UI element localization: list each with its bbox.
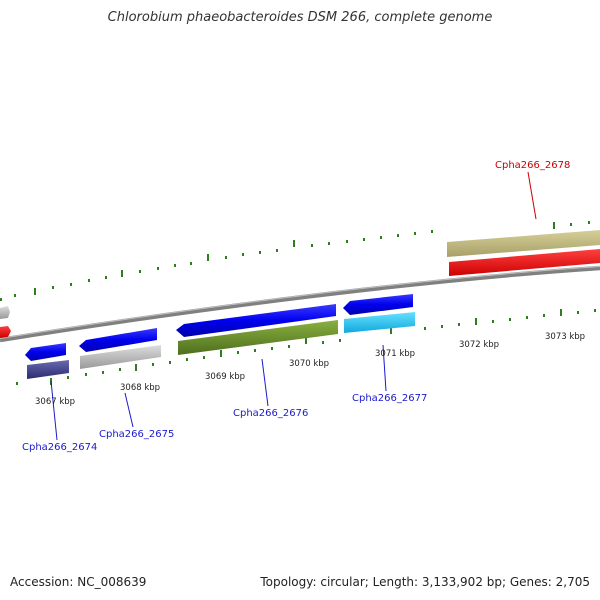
leader-cpha266-2677: [382, 344, 387, 392]
tick-label-3071: 3071 kbp: [375, 349, 415, 359]
tick-label-3067: 3067 kbp: [35, 397, 75, 407]
gene-label-cpha266-2677[interactable]: Cpha266_2677: [352, 393, 427, 404]
upper-tick-track: [0, 221, 590, 301]
genome-backbone: [0, 265, 600, 343]
gene-label-cpha266-2674[interactable]: Cpha266_2674: [22, 442, 97, 453]
leader-cpha266-2674: [50, 380, 58, 441]
gene-label-cpha266-2675[interactable]: Cpha266_2675: [99, 429, 174, 440]
gene-arrow-cpha266-2674: [25, 343, 66, 361]
tick-label-3070: 3070 kbp: [289, 359, 329, 369]
leader-cpha266-2678: [527, 171, 537, 220]
tick-label-3069: 3069 kbp: [205, 372, 245, 382]
topology-text: Topology: circular; Length: 3,133,902 bp…: [260, 575, 590, 589]
leader-cpha266-2676: [261, 358, 269, 407]
cds-bar-cpha266-2677: [344, 312, 415, 333]
lower-tick-track: [16, 309, 596, 385]
gene-label-cpha266-2678[interactable]: Cpha266_2678: [495, 160, 570, 171]
gene-arrow-cpha266-2676: [176, 304, 336, 337]
accession-text: Accession: NC_008639: [10, 575, 147, 589]
map-title: Chlorobium phaeobacteroides DSM 266, com…: [107, 10, 493, 25]
cds-bar-cpha266-2676: [178, 320, 338, 355]
gene-arrow-cpha266-2678: [449, 249, 600, 276]
tick-label-3072: 3072 kbp: [459, 340, 499, 350]
genome-backbone-highlight: [0, 266, 600, 339]
gene-bar-cpha266-2678-khaki: [447, 230, 600, 257]
cds-bar-cpha266-2674: [27, 360, 69, 379]
gene-arrow-partial-gray: [0, 306, 10, 319]
leader-cpha266-2675: [124, 392, 134, 428]
tick-label-3068: 3068 kbp: [120, 383, 160, 393]
gene-label-cpha266-2676[interactable]: Cpha266_2676: [233, 408, 308, 419]
tick-label-3073: 3073 kbp: [545, 332, 585, 342]
gene-arrow-partial-red: [0, 326, 11, 338]
gene-arrow-cpha266-2677: [343, 294, 413, 315]
gene-arrow-cpha266-2675: [79, 328, 157, 352]
cds-bar-cpha266-2675: [80, 345, 161, 369]
